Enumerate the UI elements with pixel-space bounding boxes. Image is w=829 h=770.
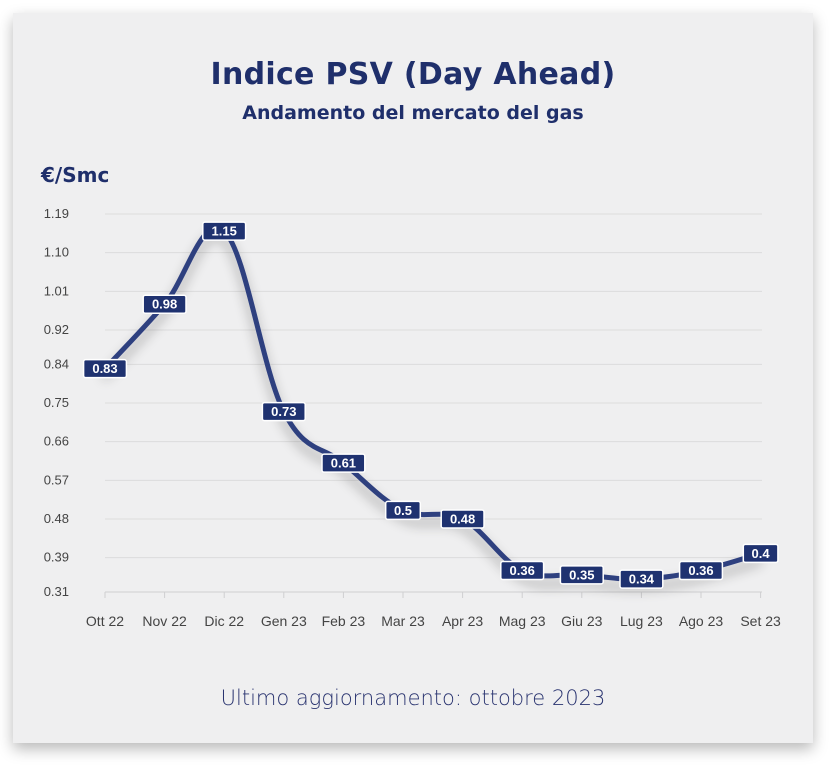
data-label-box <box>559 565 604 585</box>
data-label: 0.34 <box>619 569 664 589</box>
data-label: 0.61 <box>321 453 366 473</box>
data-label-text: 0.35 <box>569 567 594 582</box>
y-tick-label: 0.92 <box>44 322 69 337</box>
data-label-text: 0.98 <box>152 297 177 312</box>
data-label-text: 0.61 <box>331 456 356 471</box>
y-tick-label: 0.66 <box>44 434 69 449</box>
x-tick-label: Ott 22 <box>86 613 124 629</box>
x-tick-label: Apr 23 <box>442 613 483 629</box>
x-tick-label: Feb 23 <box>322 613 366 629</box>
x-tick-label: Set 23 <box>740 613 781 629</box>
data-label-text: 0.48 <box>450 511 475 526</box>
data-label: 0.73 <box>261 401 306 422</box>
data-label: 0.48 <box>440 509 485 529</box>
data-label-text: 0.83 <box>92 361 117 376</box>
y-tick-label: 0.48 <box>44 511 69 526</box>
data-label-box <box>619 569 664 589</box>
y-axis-unit-label: €/Smc <box>41 163 110 187</box>
grid-lines <box>105 213 762 593</box>
data-label-box <box>261 401 306 422</box>
data-label-box <box>321 453 366 473</box>
y-tick-label: 0.75 <box>44 395 69 410</box>
data-label-text: 0.34 <box>629 572 655 587</box>
data-label-text: 0.36 <box>510 563 535 578</box>
data-label: 0.36 <box>678 560 724 581</box>
y-axis-ticks: 0.31 0.39 0.48 0.57 0.66 0.75 0.84 0.92 1.01 1.10… <box>44 206 69 599</box>
x-tick-label: Ago 23 <box>679 613 724 629</box>
data-label: 0.5 <box>384 500 422 521</box>
y-tick-label: 0.31 <box>44 584 69 599</box>
data-label-box <box>742 543 779 564</box>
x-tick-label: Lug 23 <box>620 613 663 629</box>
data-label-box <box>500 560 545 581</box>
data-labels: 0.83 0.98 1.15 0.73 0.61 0.5 0.48 0.36 0.35 0.34 0… <box>82 221 779 589</box>
data-label-box <box>82 358 128 379</box>
data-label: 0.98 <box>142 294 187 314</box>
y-tick-label: 0.84 <box>44 356 69 371</box>
data-label-text: 1.15 <box>212 224 237 239</box>
data-label-text: 0.36 <box>688 563 713 578</box>
data-label-box <box>202 221 247 241</box>
data-label: 0.35 <box>559 565 604 585</box>
data-label: 0.36 <box>500 560 545 581</box>
x-axis: Ott 22 Nov 22 Dic 22 Gen 23 Feb 23 Mar 23 Apr … <box>86 591 781 629</box>
data-label-text: 0.4 <box>752 546 771 561</box>
chart-title: Indice PSV (Day Ahead) <box>210 57 616 92</box>
x-tick-label: Dic 22 <box>204 613 244 629</box>
data-label-box <box>142 294 187 314</box>
chart-card: Indice PSV (Day Ahead) Andamento del mer… <box>13 13 813 743</box>
data-label-text: 0.5 <box>394 503 412 518</box>
y-tick-label: 1.01 <box>44 283 69 298</box>
data-label-text: 0.73 <box>271 404 296 419</box>
data-label-box <box>384 500 422 521</box>
x-tick-label: Mar 23 <box>381 613 425 629</box>
x-tick-label: Giu 23 <box>561 613 602 629</box>
x-tick-label: Mag 23 <box>499 613 546 629</box>
x-tick-label: Gen 23 <box>261 613 307 629</box>
data-label-box <box>678 560 724 581</box>
data-label: 1.15 <box>202 221 247 241</box>
data-label: 0.83 <box>82 358 128 379</box>
x-tick-label: Nov 22 <box>142 613 187 629</box>
y-tick-label: 1.10 <box>44 245 69 260</box>
chart-subtitle: Andamento del mercato del gas <box>242 102 584 124</box>
data-label: 0.4 <box>742 543 779 564</box>
y-tick-label: 1.19 <box>44 206 69 221</box>
data-label-box <box>440 509 485 529</box>
last-update-note: Ultimo aggiornamento: ottobre 2023 <box>220 686 606 710</box>
y-tick-label: 0.57 <box>44 472 69 487</box>
y-tick-label: 0.39 <box>44 550 69 565</box>
